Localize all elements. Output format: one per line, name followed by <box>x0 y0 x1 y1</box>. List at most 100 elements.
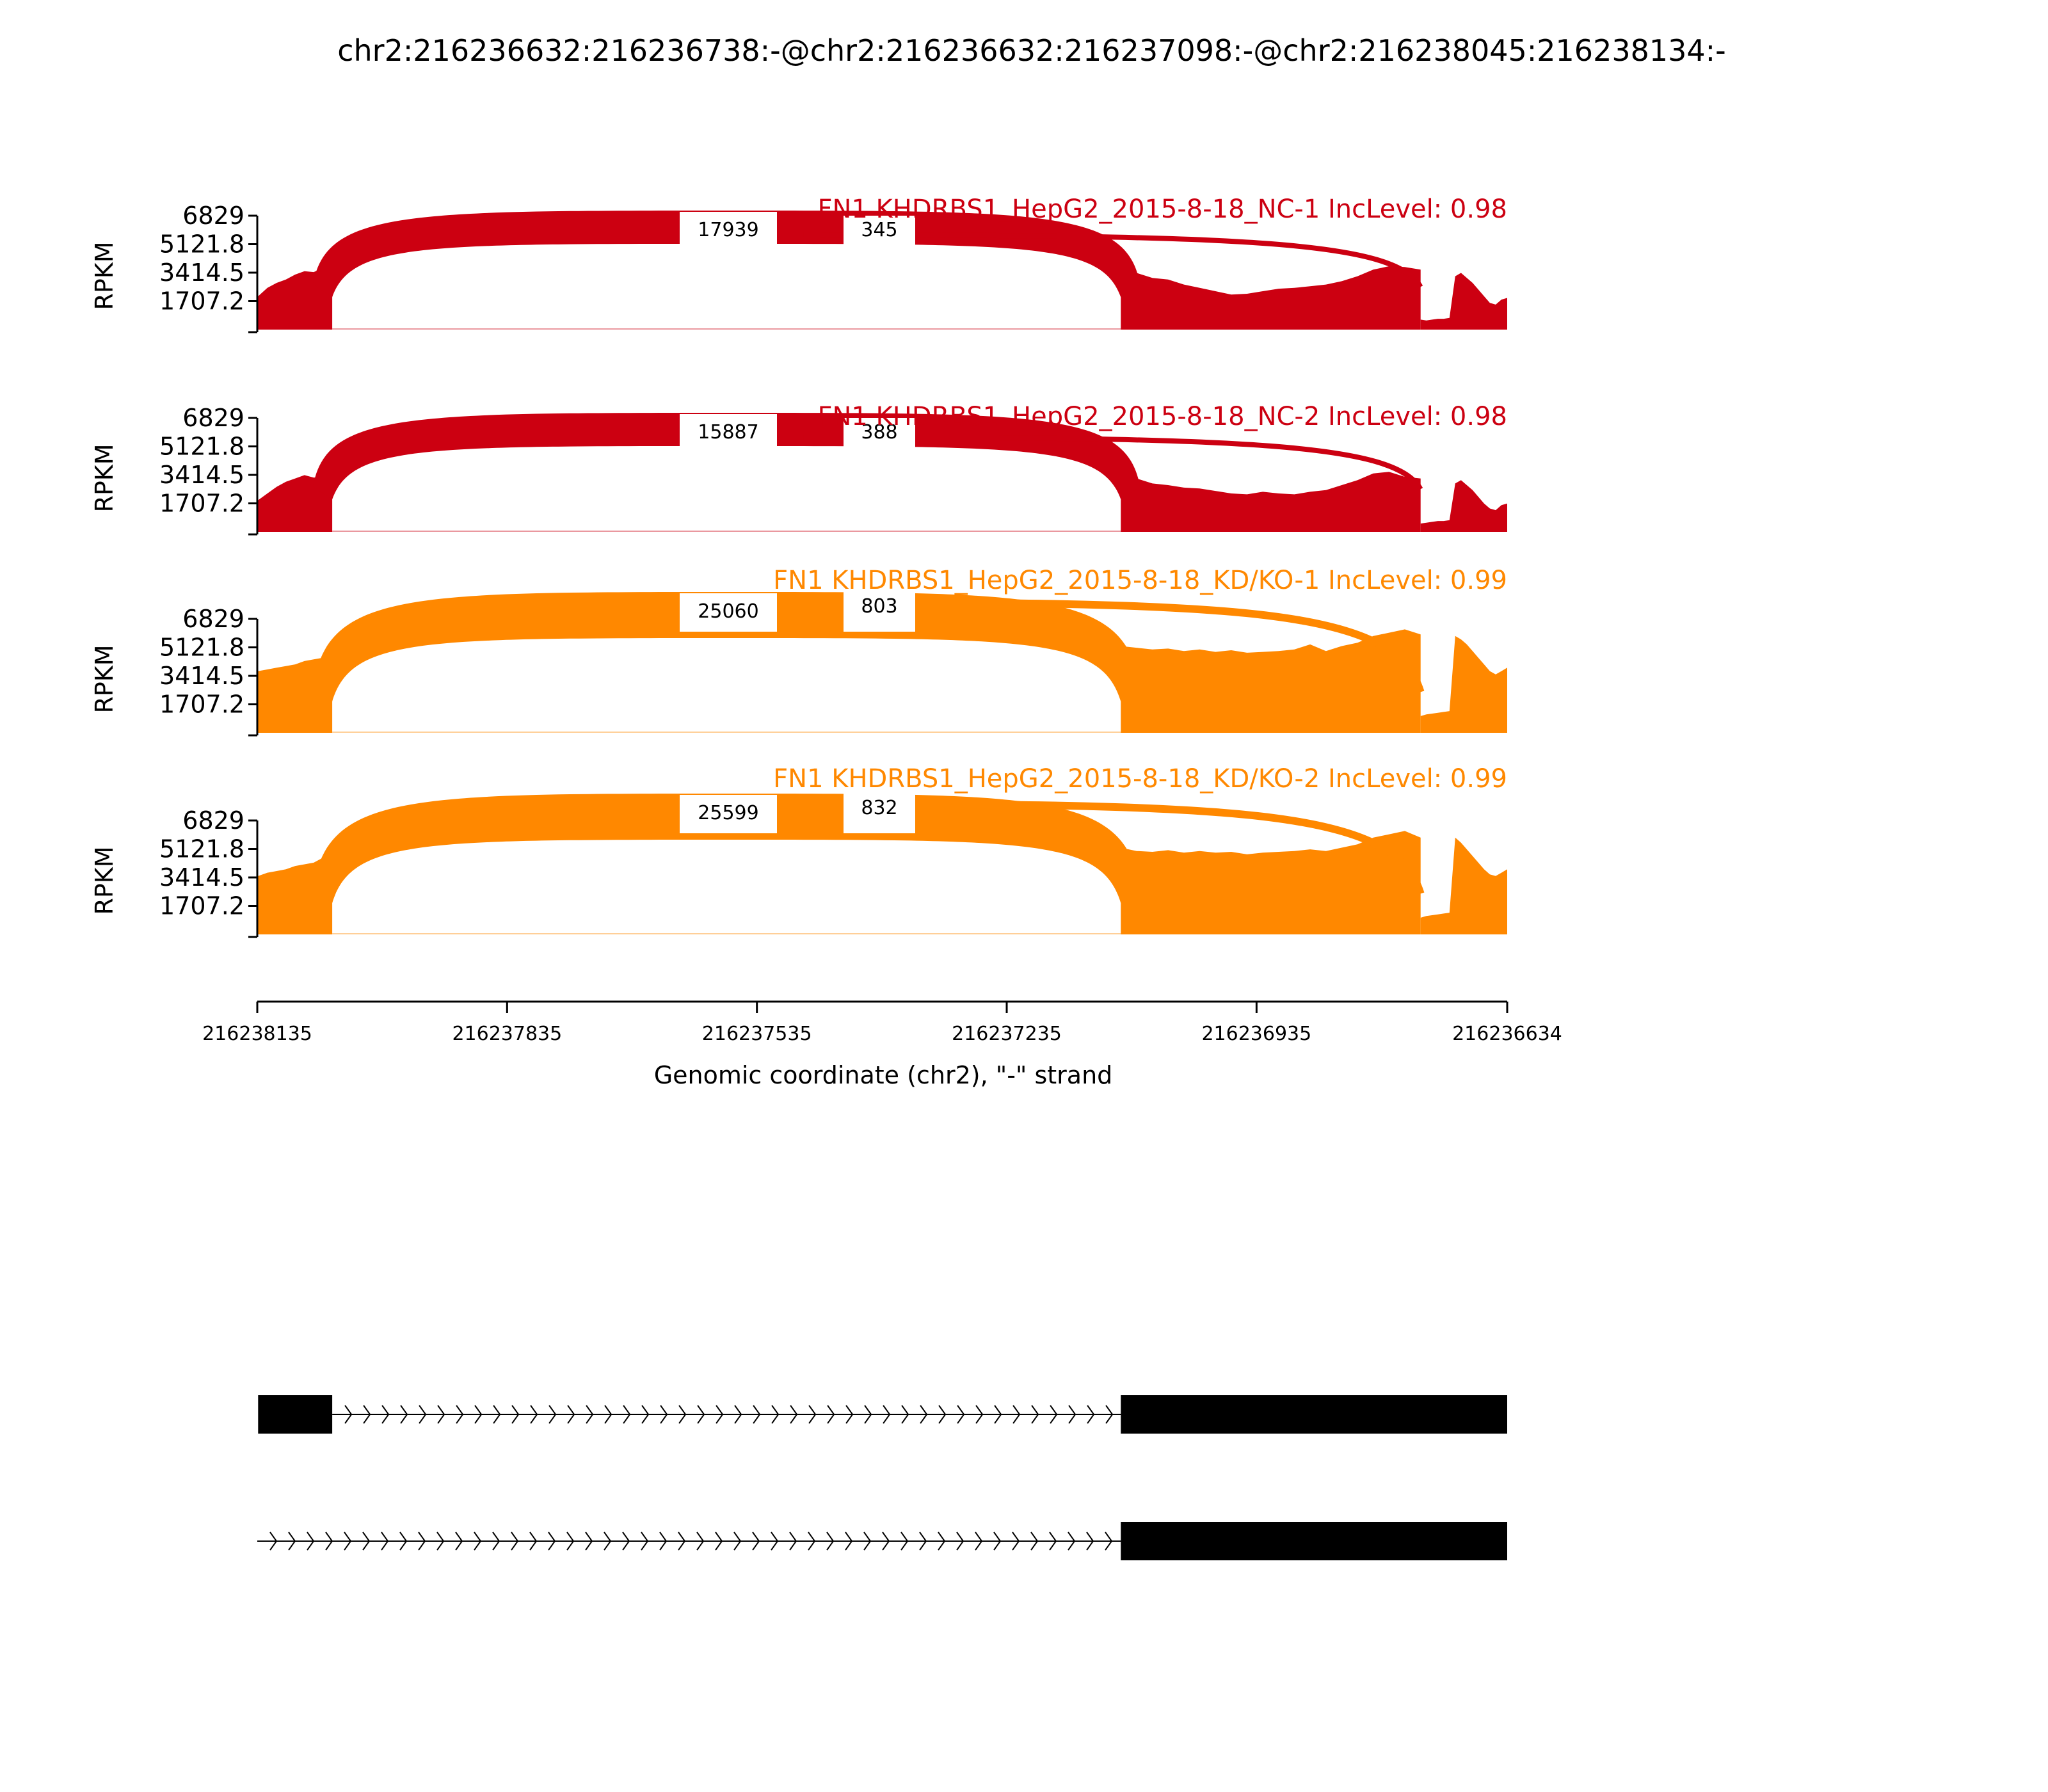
junction-count-minor: 803 <box>861 595 897 618</box>
strand-chevron <box>975 1405 984 1424</box>
y-tick-label: 1707.2 <box>159 287 244 316</box>
strand-chevron <box>1086 1532 1094 1551</box>
coverage-exon3 <box>1420 636 1507 733</box>
strand-chevron <box>419 1405 427 1424</box>
strand-chevron <box>660 1405 668 1424</box>
strand-chevron <box>659 1532 668 1551</box>
junction-count-major: 17939 <box>698 219 758 241</box>
junction-count-major: 25060 <box>698 600 758 623</box>
strand-chevron <box>1012 1405 1021 1424</box>
junction-count-minor: 345 <box>861 219 897 241</box>
exon-block <box>258 1395 333 1434</box>
strand-chevron <box>529 1532 538 1551</box>
strand-chevron <box>863 1532 872 1551</box>
strand-chevron <box>975 1532 983 1551</box>
y-tick-label: 5121.8 <box>159 633 244 661</box>
strand-chevron <box>362 1532 371 1551</box>
strand-chevron <box>733 1532 742 1551</box>
count-box-minor <box>844 794 915 833</box>
junction-count-major: 15887 <box>698 421 758 444</box>
x-tick-label: 216237835 <box>452 1023 562 1045</box>
junction-arc-major <box>313 211 1140 298</box>
count-box-minor <box>844 418 915 456</box>
exon-block <box>1121 1395 1507 1434</box>
coverage-exon3 <box>1420 480 1507 532</box>
strand-chevron <box>436 1532 445 1551</box>
junction-arc-major <box>313 794 1140 904</box>
strand-chevron <box>492 1532 500 1551</box>
strand-chevron <box>864 1405 872 1424</box>
y-tick-label: 1707.2 <box>159 691 244 719</box>
strand-chevron <box>808 1405 817 1424</box>
y-tick-label: 6829 <box>182 605 244 633</box>
strand-chevron <box>1068 1405 1076 1424</box>
count-box-major <box>680 795 777 833</box>
y-axis-label: RPKM <box>90 846 118 915</box>
strand-chevron <box>381 1532 389 1551</box>
coverage-exon1 <box>258 456 333 532</box>
coverage-exon3 <box>1420 273 1507 330</box>
strand-chevron <box>288 1532 296 1551</box>
transcript-1 <box>258 1395 1507 1434</box>
strand-chevron <box>325 1532 333 1551</box>
strand-chevron <box>789 1532 797 1551</box>
coverage-exon1 <box>258 641 333 733</box>
sample-label: FN1 KHDRBS1_HepG2_2015-8-18_KD/KO-1 IncL… <box>773 566 1507 595</box>
y-axis-label: RPKM <box>90 644 118 713</box>
strand-chevron <box>734 1405 742 1424</box>
y-tick-label: 3414.5 <box>159 662 244 690</box>
x-tick-label: 216238135 <box>202 1023 312 1045</box>
strand-chevron <box>697 1405 705 1424</box>
strand-chevron <box>678 1532 686 1551</box>
strand-chevron <box>622 1532 630 1551</box>
strand-chevron <box>437 1405 445 1424</box>
strand-chevron <box>548 1532 556 1551</box>
strand-chevron <box>548 1405 557 1424</box>
junction-arc-minor <box>803 800 1425 895</box>
strand-chevron <box>994 1405 1002 1424</box>
x-tick-label: 216236935 <box>1201 1023 1311 1045</box>
y-tick-label: 5121.8 <box>159 835 244 863</box>
strand-chevron <box>474 1405 483 1424</box>
y-tick-label: 5121.8 <box>159 230 244 258</box>
strand-chevron <box>530 1405 538 1424</box>
strand-chevron <box>307 1532 315 1551</box>
strand-chevron <box>474 1532 482 1551</box>
coverage-exon2 <box>1121 629 1421 733</box>
strand-chevron <box>845 1405 854 1424</box>
junction-arc-minor <box>803 232 1423 289</box>
count-box-minor <box>844 216 915 254</box>
junction-arc-major <box>313 592 1140 702</box>
y-tick-label: 3414.5 <box>159 259 244 287</box>
strand-chevron <box>344 1405 353 1424</box>
junction-count-minor: 388 <box>861 421 897 444</box>
junction-count-major: 25599 <box>698 802 758 824</box>
strand-chevron <box>511 1405 520 1424</box>
y-tick-label: 1707.2 <box>159 490 244 518</box>
strand-chevron <box>1030 1532 1039 1551</box>
junction-arc-minor <box>803 598 1425 694</box>
coverage-exon1 <box>258 844 333 934</box>
coverage-exon1 <box>258 253 333 330</box>
strand-chevron <box>567 1405 575 1424</box>
x-tick-label: 216237535 <box>702 1023 812 1045</box>
junction-count-minor: 832 <box>861 797 897 819</box>
chart-title: chr2:216236632:216236738:-@chr2:21623663… <box>337 33 1726 68</box>
strand-chevron <box>363 1405 371 1424</box>
count-box-major <box>680 414 777 452</box>
gene-structure <box>257 1395 1507 1560</box>
strand-chevron <box>1105 1405 1114 1424</box>
strand-chevron <box>901 1405 909 1424</box>
strand-chevron <box>586 1405 594 1424</box>
strand-chevron <box>715 1532 723 1551</box>
strand-chevron <box>883 1405 891 1424</box>
strand-chevron <box>716 1405 724 1424</box>
strand-chevron <box>1049 1532 1057 1551</box>
x-axis-label: Genomic coordinate (chr2), "-" strand <box>654 1061 1113 1089</box>
strand-chevron <box>641 1405 650 1424</box>
strand-chevron <box>493 1405 501 1424</box>
